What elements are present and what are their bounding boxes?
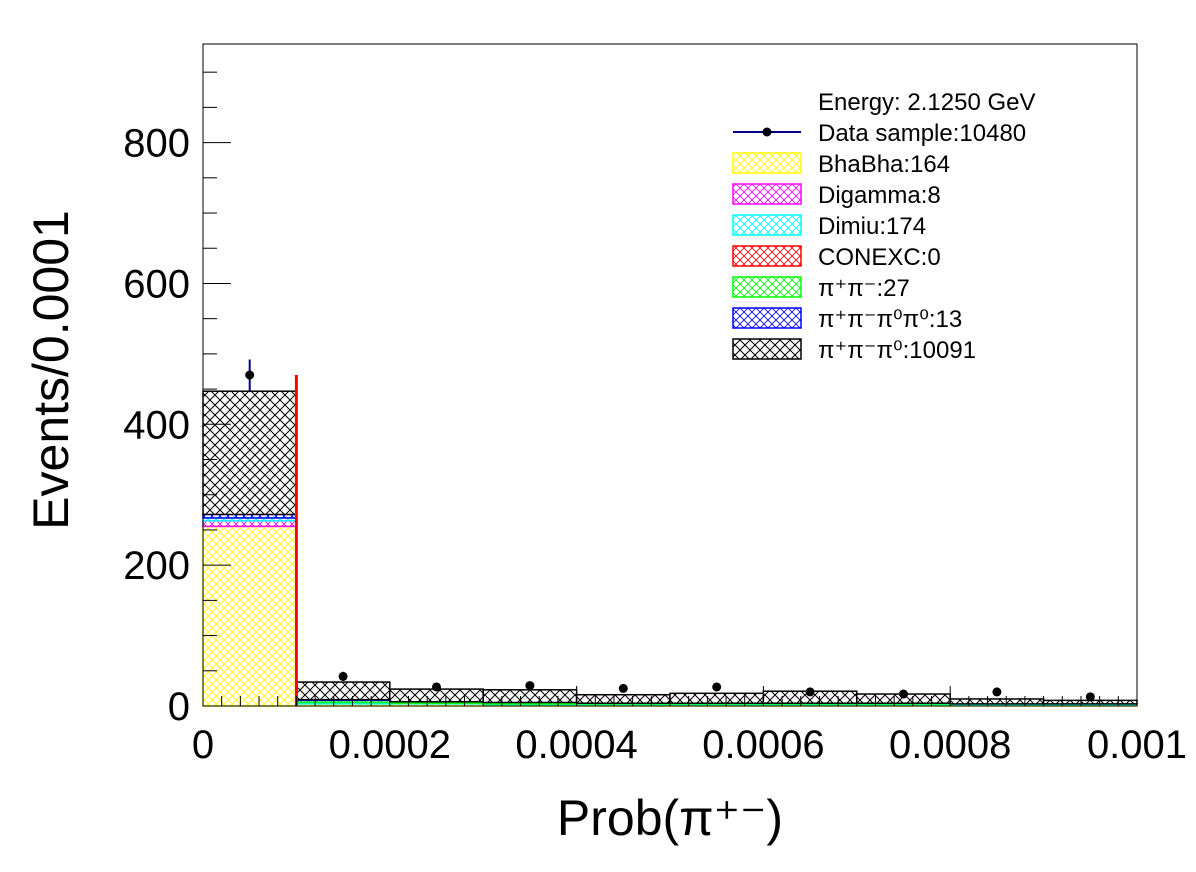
data-point-1 — [338, 671, 348, 681]
y-tick-label: 0 — [168, 685, 190, 729]
y-tick-label: 200 — [123, 544, 190, 588]
legend-entry-6: π⁺π⁻π⁰π⁰:13 — [732, 306, 962, 333]
data-point-4 — [618, 683, 628, 693]
legend-label: π⁺π⁻π⁰π⁰:13 — [818, 306, 962, 333]
x-tick-label: 0.0002 — [329, 723, 451, 767]
legend-entry-1: BhaBha:164 — [732, 151, 950, 178]
data-point-2 — [432, 682, 441, 692]
bar-6-1 — [295, 681, 391, 701]
data-point-6 — [805, 687, 815, 697]
legend-entry-3: Dimiu:174 — [732, 213, 926, 240]
x-tick-label: 0.0008 — [889, 723, 1011, 767]
legend-label: Dimiu:174 — [818, 213, 926, 240]
x-tick-label: 0 — [192, 723, 214, 767]
legend: Energy: 2.1250 GeV Data sample:10480 BhaB… — [732, 89, 1035, 364]
legend-label: Digamma:8 — [818, 182, 941, 209]
legend-label: π⁺π⁻:27 — [818, 275, 910, 302]
legend-entry-2: Digamma:8 — [732, 182, 941, 209]
bar-6-8 — [949, 698, 1045, 705]
data-point-5 — [712, 682, 722, 692]
x-tick-label: 0.0004 — [515, 723, 637, 767]
data-point-0 — [245, 359, 255, 391]
bar-0-0 — [202, 525, 298, 707]
bar-6-2 — [389, 688, 484, 703]
bar-6-0 — [202, 390, 298, 516]
bar-1-0 — [202, 520, 298, 528]
bar-6-3 — [482, 689, 578, 704]
data-points-layer — [245, 359, 1095, 702]
legend-label: Data sample:10480 — [818, 120, 1026, 147]
legend-header: Energy: 2.1250 GeV — [818, 89, 1035, 116]
y-tick-label: 400 — [123, 403, 190, 447]
x-tick-label: 0.0006 — [702, 723, 824, 767]
data-point-3 — [525, 681, 535, 691]
y-tick-label: 800 — [123, 122, 190, 166]
legend-entry-0: Data sample:10480 — [733, 120, 1026, 147]
x-axis: 0 0.0002 0.0004 0.0006 0.0008 0.001 — [192, 686, 1187, 767]
legend-label: π⁺π⁻π⁰:10091 — [818, 337, 976, 364]
bar-6-4 — [575, 693, 671, 704]
y-tick-label: 600 — [123, 262, 190, 306]
legend-entry-5: π⁺π⁻:27 — [732, 275, 910, 302]
y-axis-title: Events/0.0001 — [23, 210, 79, 530]
data-point-7 — [899, 689, 908, 699]
data-point-9 — [1085, 692, 1095, 702]
legend-label: BhaBha:164 — [818, 151, 950, 178]
legend-label: CONEXC:0 — [818, 244, 941, 271]
bar-6-5 — [669, 692, 765, 704]
x-axis-title: Prob(π⁺⁻) — [557, 790, 783, 846]
stacked-bars — [202, 390, 1138, 707]
data-point-8 — [992, 687, 1002, 697]
legend-entry-4: CONEXC:0 — [732, 244, 941, 271]
legend-entry-7: π⁺π⁻π⁰:10091 — [732, 337, 976, 364]
x-tick-label: 0.001 — [1087, 723, 1187, 767]
y-axis: 0 200 400 600 800 — [123, 71, 231, 729]
